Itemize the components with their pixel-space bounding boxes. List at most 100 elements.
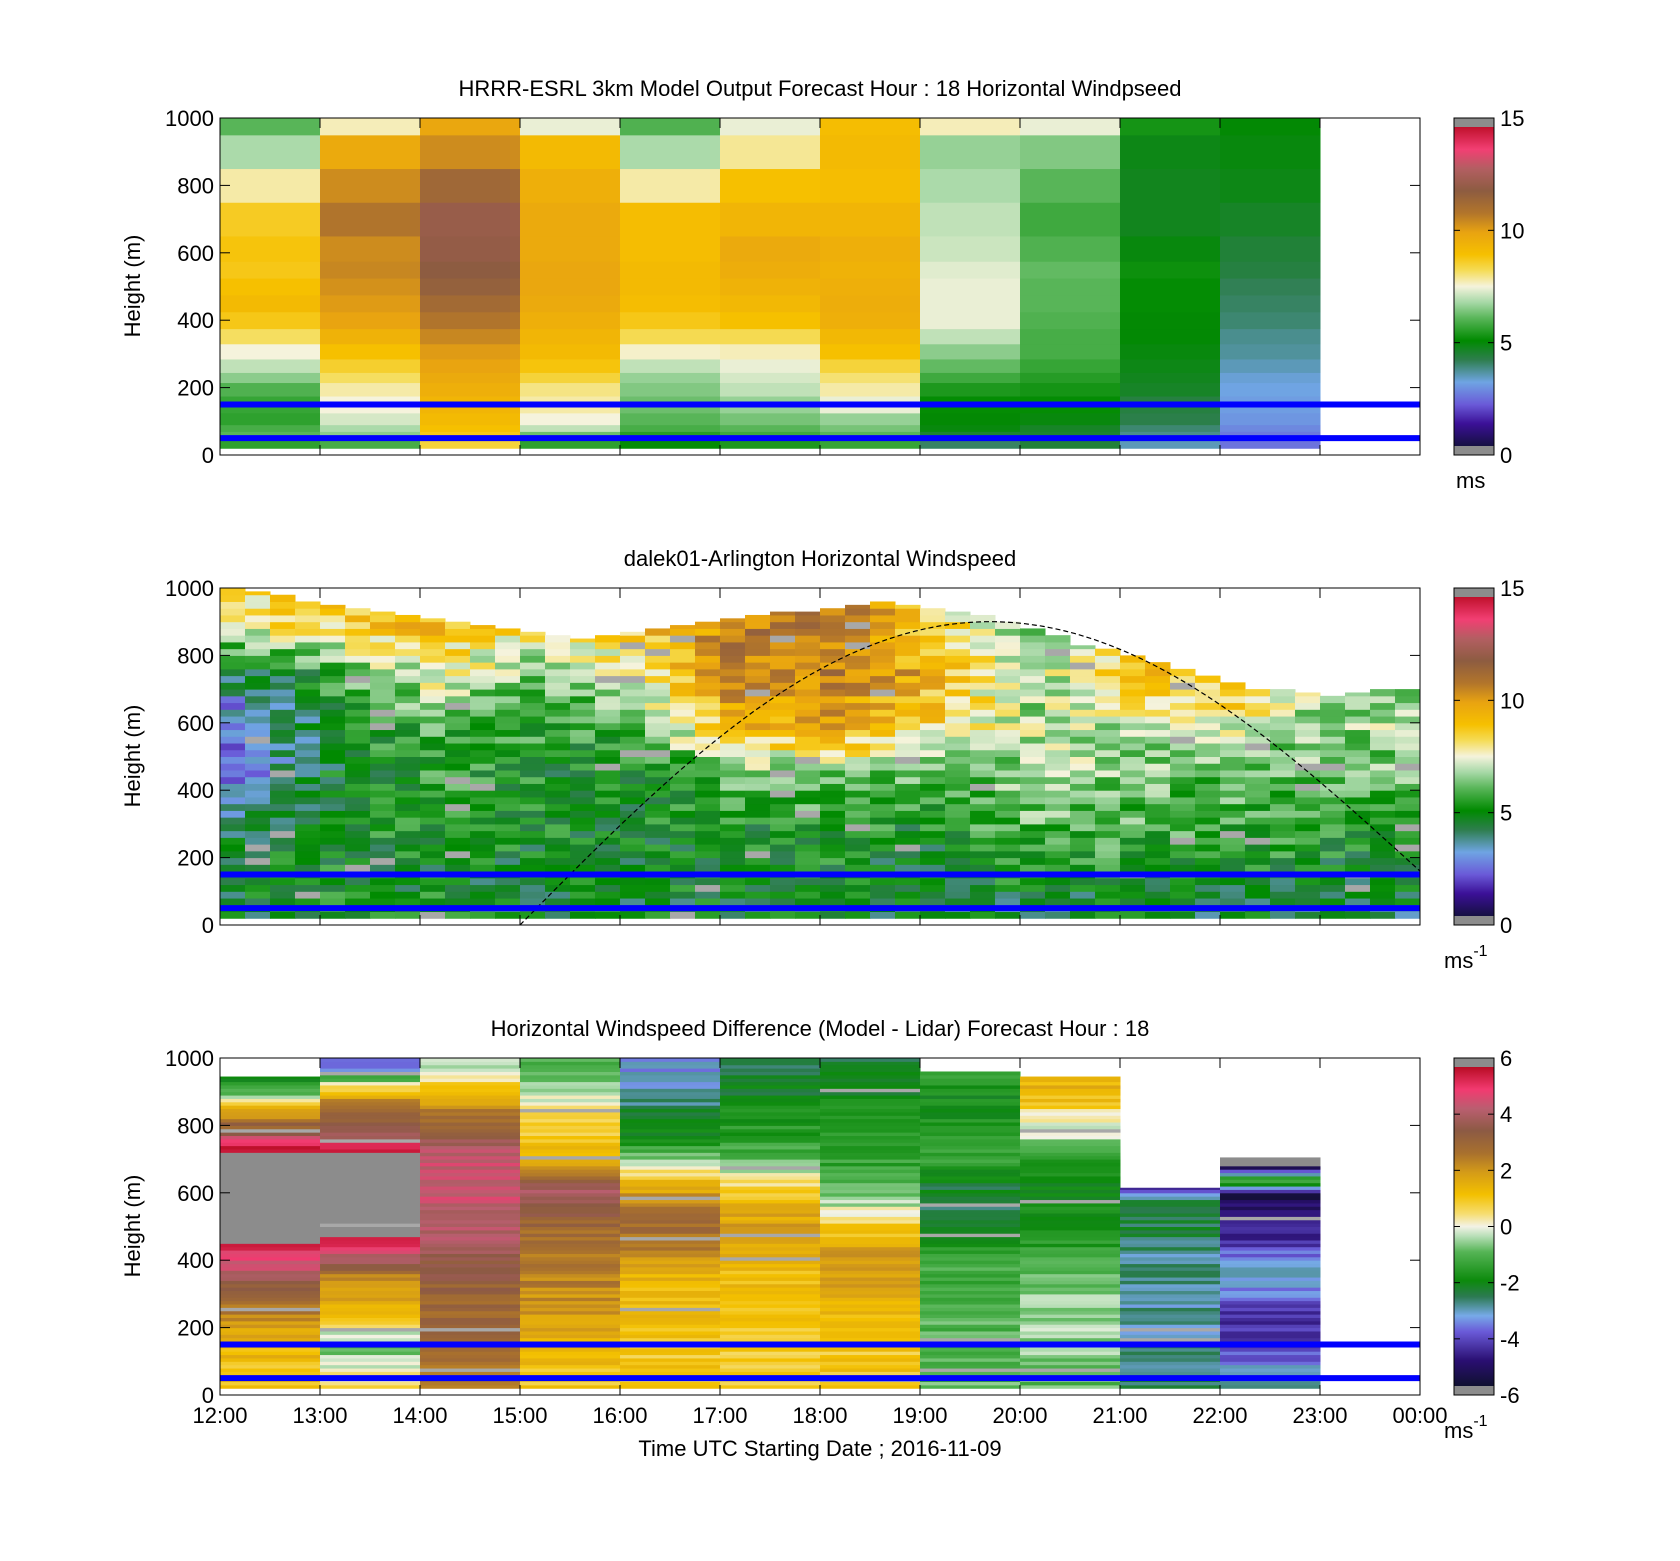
lidar-cell (720, 682, 746, 690)
lidar-cell (1145, 709, 1171, 717)
lidar-cell (245, 790, 271, 798)
difference-cell (920, 1246, 1021, 1251)
lidar-cell (220, 891, 246, 899)
difference-cell (320, 1320, 421, 1325)
difference-cell (620, 1084, 721, 1089)
lidar-cell (845, 709, 871, 717)
difference-cell (1220, 1364, 1321, 1369)
lidar-cell (1270, 877, 1296, 886)
lidar-cell (995, 769, 1021, 778)
lidar-cell (445, 796, 471, 805)
lidar-cell (1170, 709, 1196, 717)
difference-cell (1020, 1213, 1121, 1217)
difference-cell (1020, 1293, 1121, 1298)
lidar-cell (1070, 689, 1096, 697)
difference-cell (920, 1101, 1021, 1106)
lidar-cell (620, 631, 646, 636)
difference-cell (320, 1152, 421, 1157)
lidar-cell (370, 611, 396, 616)
difference-cell (920, 1320, 1021, 1325)
lidar-cell (1345, 722, 1371, 731)
difference-cell (1220, 1381, 1321, 1386)
lidar-cell (1370, 823, 1396, 832)
difference-cell (720, 1159, 821, 1163)
lidar-cell (570, 682, 596, 690)
lidar-cell (970, 776, 996, 784)
lidar-cell (1370, 729, 1396, 737)
difference-cell (920, 1334, 1021, 1339)
difference-cell (420, 1351, 521, 1356)
lidar-cell (1345, 709, 1371, 717)
difference-cell (1220, 1246, 1321, 1251)
difference-cell (320, 1084, 421, 1089)
model-cell (1120, 382, 1221, 397)
lidar-cell (270, 628, 296, 636)
lidar-cell (670, 884, 696, 892)
difference-cell (820, 1061, 921, 1066)
difference-cell (1020, 1152, 1121, 1157)
lidar-cell (1170, 837, 1196, 845)
lidar-cell (520, 648, 546, 656)
lidar-cell (1145, 749, 1171, 757)
difference-cell (1020, 1263, 1121, 1268)
lidar-cell (1245, 736, 1271, 744)
lidar-cell (1170, 844, 1196, 852)
difference-cell (1120, 1357, 1221, 1362)
lidar-cell (520, 911, 546, 919)
lidar-cell (695, 796, 721, 805)
lidar-cell (970, 709, 996, 717)
difference-cell (1020, 1189, 1121, 1194)
difference-cell (820, 1095, 921, 1099)
lidar-cell (420, 830, 446, 838)
lidar-cell (920, 857, 946, 865)
lidar-cell (1095, 668, 1121, 677)
difference-cell (520, 1357, 621, 1362)
lidar-cell (1245, 850, 1271, 859)
lidar-cell (595, 817, 621, 825)
difference-cell (1120, 1381, 1221, 1386)
lidar-cell (395, 763, 421, 771)
lidar-cell (895, 796, 921, 805)
lidar-cell (970, 736, 996, 744)
lidar-cell (1295, 817, 1321, 825)
lidar-cell (745, 891, 771, 899)
lidar-cell (1270, 864, 1296, 872)
difference-cell (1020, 1246, 1121, 1251)
difference-cell (420, 1206, 521, 1211)
lidar-cell (1295, 709, 1321, 717)
lidar-cell (820, 830, 846, 838)
difference-cell (420, 1128, 521, 1133)
lidar-cell (745, 635, 771, 643)
difference-cell (320, 1327, 421, 1332)
difference-cell (920, 1219, 1021, 1224)
model-cell (1220, 358, 1321, 373)
lidar-cell (1145, 743, 1171, 751)
lidar-cell (870, 668, 896, 677)
difference-cell (520, 1128, 621, 1133)
lidar-cell (545, 763, 571, 771)
lidar-cell (1270, 803, 1296, 811)
model-cell (820, 358, 921, 373)
lidar-cell (220, 776, 246, 784)
lidar-cell (1145, 689, 1171, 697)
lidar-cell (1070, 756, 1096, 764)
lidar-cell (445, 675, 471, 683)
difference-cell (1220, 1270, 1321, 1275)
difference-cell (1220, 1243, 1321, 1248)
lidar-cell (445, 716, 471, 724)
difference-cell (720, 1213, 821, 1217)
lidar-cell (1245, 884, 1271, 892)
model-cell (620, 412, 721, 426)
lidar-cell (295, 668, 321, 677)
lidar-cell (845, 884, 871, 892)
lidar-cell (870, 749, 896, 757)
lidar-cell (495, 641, 521, 650)
lidar-cell (495, 729, 521, 737)
model-cell (920, 235, 1021, 262)
difference-cell (720, 1368, 821, 1372)
difference-cell (620, 1091, 721, 1096)
lidar-cell (820, 729, 846, 737)
difference-cell (220, 1368, 321, 1372)
lidar-cell (220, 668, 246, 677)
lidar-cell (1020, 749, 1046, 757)
